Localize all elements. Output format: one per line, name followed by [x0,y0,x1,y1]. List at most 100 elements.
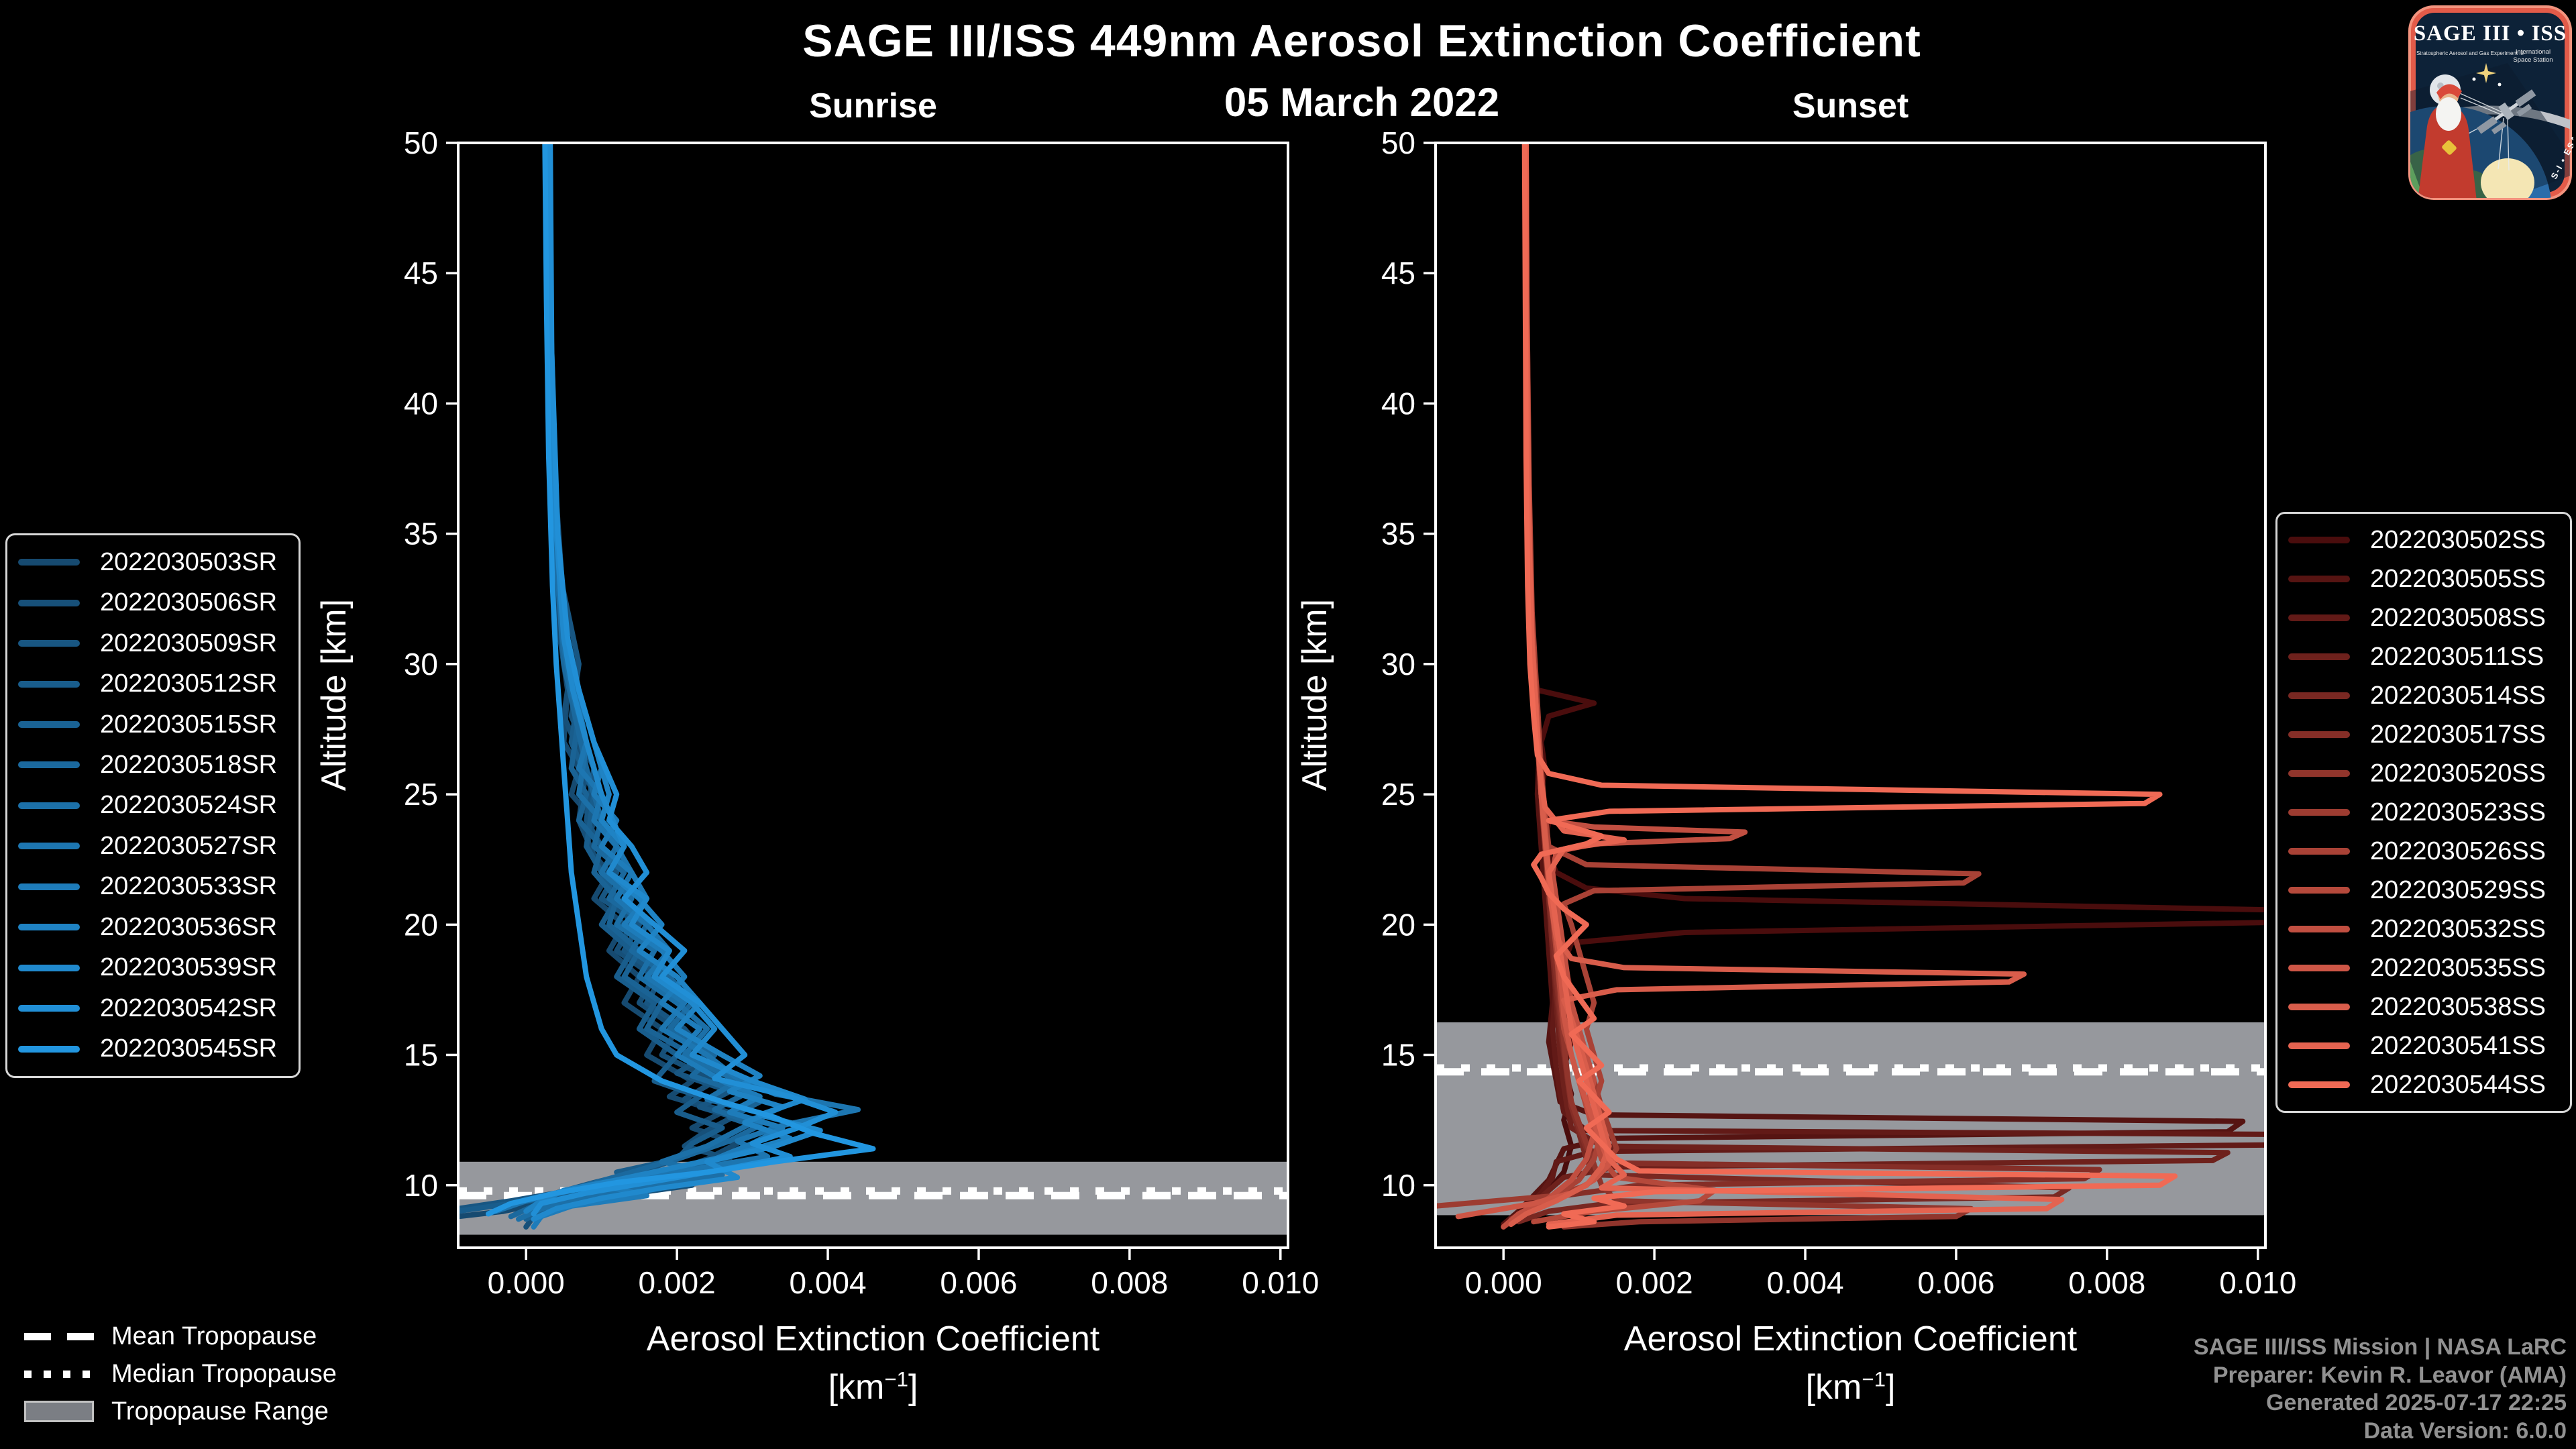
x-tick-label: 0.006 [1917,1265,1994,1300]
legend-line-swatch [2288,809,2350,816]
legend-line-swatch [2288,731,2350,738]
profile-curves [458,143,876,1230]
panel-sunrise: 0.000 0.002 0.004 0.006 0.008 0.010 10 15 20 25 30… [404,125,1319,1300]
legend-line-swatch [18,843,80,850]
legend-event-label: 2022030526SS [2370,837,2546,865]
legend-item: 2022030523SS [2277,798,2570,827]
legend-item: 2022030539SR [7,953,299,982]
legend-event-label: 2022030545SR [100,1034,278,1063]
plot-frame [1434,142,2267,1249]
y-tick-label: 50 [404,125,438,160]
legend-item: 2022030526SS [2277,837,2570,866]
legend-event-label: 2022030541SS [2370,1031,2546,1060]
legend-item: 2022030509SR [7,629,299,658]
x-tick-label: 0.004 [1766,1265,1843,1300]
legend-line-swatch [2288,1042,2350,1049]
legend-item: 2022030545SR [7,1034,299,1063]
legend-event-label: 2022030518SR [100,750,278,779]
legend-item: 2022030538SS [2277,993,2570,1022]
unit-suffix: ] [908,1368,918,1407]
legend-item: 2022030542SR [7,994,299,1023]
legend-item: 2022030517SS [2277,720,2570,749]
legend-event-label: 2022030517SS [2370,720,2546,749]
mean-tropopause-entry: Mean Tropopause [24,1322,337,1350]
legend-event-label: 2022030544SS [2370,1070,2546,1099]
tropopause-legend: Mean Tropopause Median Tropopause Tropop… [24,1322,337,1436]
patch-artwork [2410,63,2570,198]
legend-event-label: 2022030533SR [100,872,278,901]
median-tropopause-dotted-swatch [24,1370,94,1378]
sunrise-panel-title: Sunrise [809,87,937,125]
x-axis-unit-sunrise: [km−1] [458,1367,1288,1407]
plot-frame [457,142,1289,1249]
x-axis-unit-sunset: [km−1] [1436,1367,2265,1407]
unit-prefix: [km [1805,1368,1862,1407]
legend-line-swatch [2288,653,2350,660]
mean-tropopause-label: Mean Tropopause [111,1322,317,1350]
y-axis-label-sunset: Altitude [km] [1295,598,1334,792]
legend-event-label: 2022030532SS [2370,914,2546,943]
x-tick-label: 0.000 [488,1265,565,1300]
legend-event-label: 2022030512SR [100,669,278,698]
legend-item: 2022030541SS [2277,1032,2570,1061]
x-axis-label-sunset: Aerosol Extinction Coefficient [1623,1320,2078,1358]
sunset-events-legend: 2022030502SS 2022030505SS 2022030508SS 2022… [2275,512,2572,1113]
y-tick-label: 30 [404,647,438,682]
x-tick-label: 0.006 [940,1265,1017,1300]
legend-item: 2022030533SR [7,872,299,901]
y-tick-label: 10 [404,1168,438,1203]
legend-line-swatch [2288,926,2350,932]
legend-item: 2022030536SR [7,913,299,942]
y-tick-label: 40 [1381,386,1415,421]
legend-line-swatch [2288,848,2350,855]
y-tick-label: 20 [404,907,438,942]
legend-event-label: 2022030502SS [2370,525,2546,554]
patch-subtitle-left: Stratospheric Aerosol and Gas Experiment… [2416,50,2524,56]
footer-mission-line: SAGE III/ISS Mission | NASA LaRC [2193,1334,2567,1360]
star-dot [2498,83,2502,87]
page-title: SAGE III/ISS 449nm Aerosol Extinction Co… [802,15,1921,66]
y-axis-label-sunrise: Altitude [km] [315,598,354,792]
sunset-panel-title: Sunset [1792,87,1909,125]
legend-event-label: 2022030527SR [100,831,278,860]
legend-event-label: 2022030535SS [2370,953,2546,982]
x-tick-label: 0.000 [1465,1265,1542,1300]
legend-event-label: 2022030524SR [100,791,278,820]
median-tropopause-label: Median Tropopause [111,1359,337,1388]
legend-line-swatch [2288,887,2350,894]
legend-line-swatch [2288,1081,2350,1088]
x-axis-label-sunrise: Aerosol Extinction Coefficient [646,1320,1100,1358]
legend-item: 2022030524SR [7,791,299,820]
legend-line-swatch [18,721,80,729]
y-tick-label: 25 [404,777,438,812]
legend-line-swatch [18,1005,80,1012]
legend-item: 2022030515SR [7,710,299,739]
legend-event-label: 2022030529SS [2370,875,2546,904]
date-subtitle: 05 March 2022 [1224,80,1500,125]
y-tick-label: 15 [404,1038,438,1073]
wizard-figure [2418,84,2477,198]
legend-line-swatch [18,802,80,809]
footer-generated-line: Generated 2025-07-17 22:25 [2266,1390,2567,1416]
legend-event-label: 2022030515SR [100,710,278,739]
sunrise-events-legend: 2022030503SR 2022030506SR 2022030509SR 2022… [5,533,301,1078]
legend-line-swatch [18,883,80,890]
y-tick-label: 25 [1381,777,1415,812]
sage-iii-iss-mission-patch: SAGE III • ISS Stratospheric Aerosol and… [2408,5,2573,200]
patch-title: SAGE III • ISS [2414,21,2567,46]
tropopause-range-entry: Tropopause Range [24,1397,337,1426]
profile-curves [1436,143,2265,1230]
iss-illustration [2477,89,2536,135]
legend-item: 2022030512SR [7,669,299,698]
y-tick-label: 20 [1381,907,1415,942]
median-tropopause-entry: Median Tropopause [24,1359,337,1388]
y-tick-label: 50 [1381,125,1415,160]
tropopause-range-label: Tropopause Range [111,1397,329,1426]
legend-line-swatch [18,599,80,606]
y-tick-label: 35 [1381,517,1415,551]
profile-line-2022030544SS [1521,143,2178,1230]
patch-subtitle-international: International [2516,48,2551,56]
unit-prefix: [km [828,1368,885,1407]
legend-item: 2022030535SS [2277,954,2570,983]
